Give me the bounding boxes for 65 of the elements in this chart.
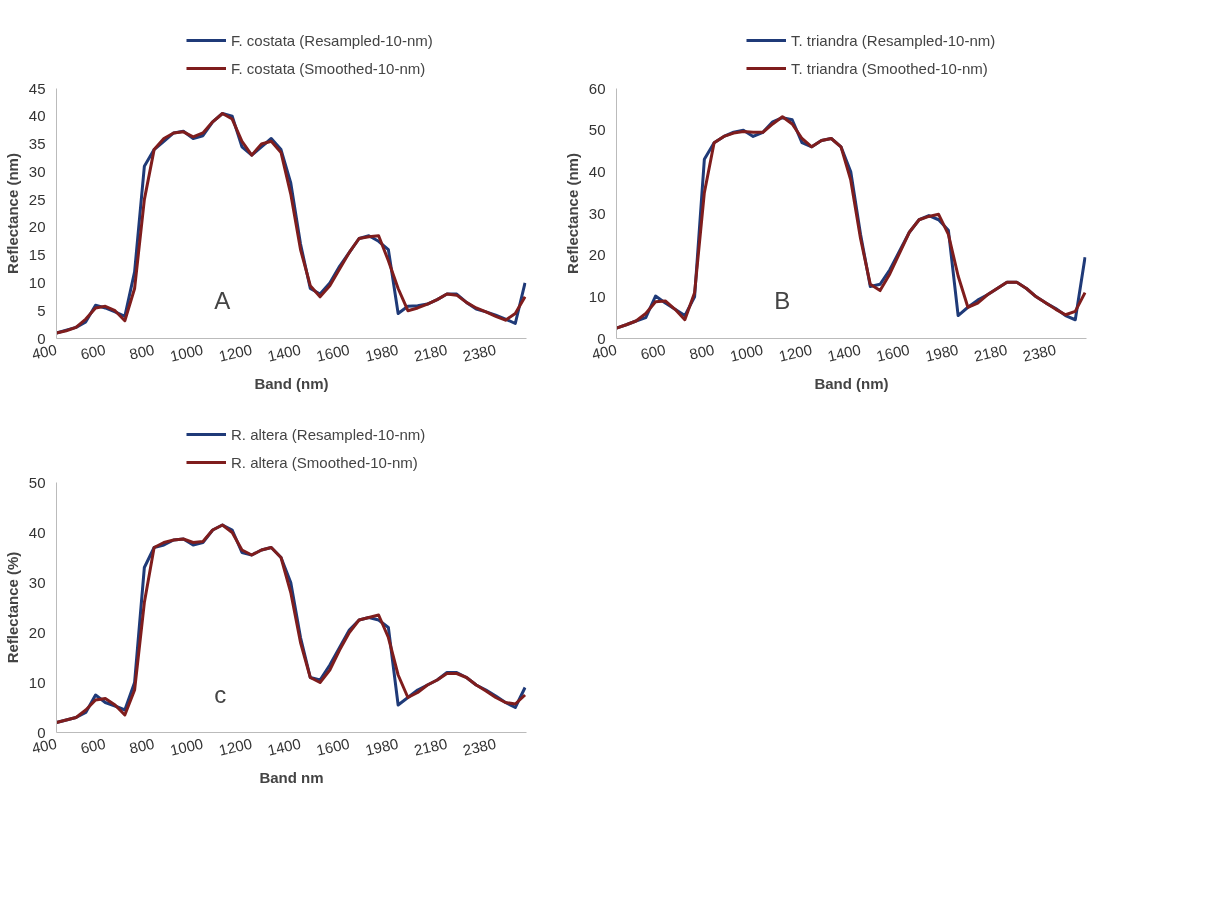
x-tick-label: 1200	[217, 340, 254, 365]
y-tick-label: 5	[37, 301, 46, 319]
y-tick-label: 50	[588, 121, 606, 139]
x-tick-label: 1600	[314, 340, 352, 365]
legend-label: T. triandra (Smoothed-10-nm)	[791, 59, 988, 77]
x-tick-label: 2180	[412, 340, 449, 365]
x-tick-label: 1400	[826, 340, 863, 365]
legend-label: F. costata (Resampled-10-nm)	[231, 31, 433, 49]
annotation: B	[774, 286, 791, 314]
x-tick-label: 1200	[217, 734, 254, 759]
x-tick-label: 2180	[972, 340, 1009, 365]
x-tick-label: 1980	[363, 340, 400, 365]
legend-label: F. costata (Smoothed-10-nm)	[231, 59, 426, 77]
y-tick-label: 30	[588, 204, 606, 222]
x-tick-label: 1200	[777, 340, 814, 365]
x-tick-label: 1600	[874, 340, 912, 365]
y-tick-label: 60	[588, 79, 606, 97]
legend-label: T. triandra (Resampled-10-nm)	[791, 31, 996, 49]
y-tick-label: 35	[28, 135, 46, 153]
y-tick-label: 25	[28, 190, 46, 208]
y-tick-label: 15	[28, 246, 46, 264]
x-tick-label: 1980	[363, 734, 400, 759]
x-tick-label: 1000	[168, 734, 205, 759]
x-tick-label: 1000	[728, 340, 765, 365]
x-tick-label: 1400	[266, 340, 303, 365]
y-axis-title: Reflectance (nm)	[563, 153, 581, 274]
x-axis-title: Band (nm)	[814, 374, 889, 392]
y-tick-label: 40	[28, 107, 46, 125]
y-tick-label: 30	[28, 162, 46, 180]
legend-label: R. altera (Resampled-10-nm)	[231, 425, 426, 443]
y-tick-label: 10	[28, 673, 46, 691]
y-axis-title: Reflectance (%)	[3, 551, 21, 664]
x-tick-label: 600	[78, 340, 108, 363]
x-tick-label: 1000	[168, 340, 205, 365]
x-tick-label: 1600	[314, 734, 352, 759]
x-tick-label: 2380	[461, 734, 498, 759]
y-tick-label: 40	[28, 523, 46, 541]
y-tick-label: 0	[37, 723, 46, 741]
annotation: c	[214, 680, 227, 708]
x-tick-label: 600	[638, 340, 668, 363]
x-tick-label: 2180	[412, 734, 449, 759]
y-tick-label: 40	[588, 162, 606, 180]
x-tick-label: 2380	[461, 340, 498, 365]
legend-label: R. altera (Smoothed-10-nm)	[231, 453, 418, 471]
y-tick-label: 30	[28, 573, 46, 591]
x-tick-label: 800	[127, 340, 156, 363]
y-tick-label: 45	[28, 79, 46, 97]
x-tick-label: 800	[687, 340, 716, 363]
x-tick-label: 800	[127, 734, 156, 757]
y-tick-label: 20	[28, 218, 46, 236]
y-tick-label: 20	[588, 246, 606, 264]
x-tick-label: 2380	[1021, 340, 1058, 365]
y-tick-label: 20	[28, 623, 46, 641]
x-axis-title: Band (nm)	[254, 374, 329, 392]
y-tick-label: 0	[597, 329, 606, 347]
x-axis-title: Band nm	[259, 768, 324, 786]
x-tick-label: 1400	[266, 734, 303, 759]
y-tick-label: 0	[37, 329, 46, 347]
y-tick-label: 10	[28, 273, 46, 291]
x-tick-label: 1980	[923, 340, 960, 365]
y-axis-title: Reflectance (nm)	[3, 153, 21, 274]
y-tick-label: 50	[28, 473, 46, 491]
x-tick-label: 600	[78, 734, 108, 757]
annotation: A	[214, 286, 231, 314]
y-tick-label: 10	[588, 287, 606, 305]
